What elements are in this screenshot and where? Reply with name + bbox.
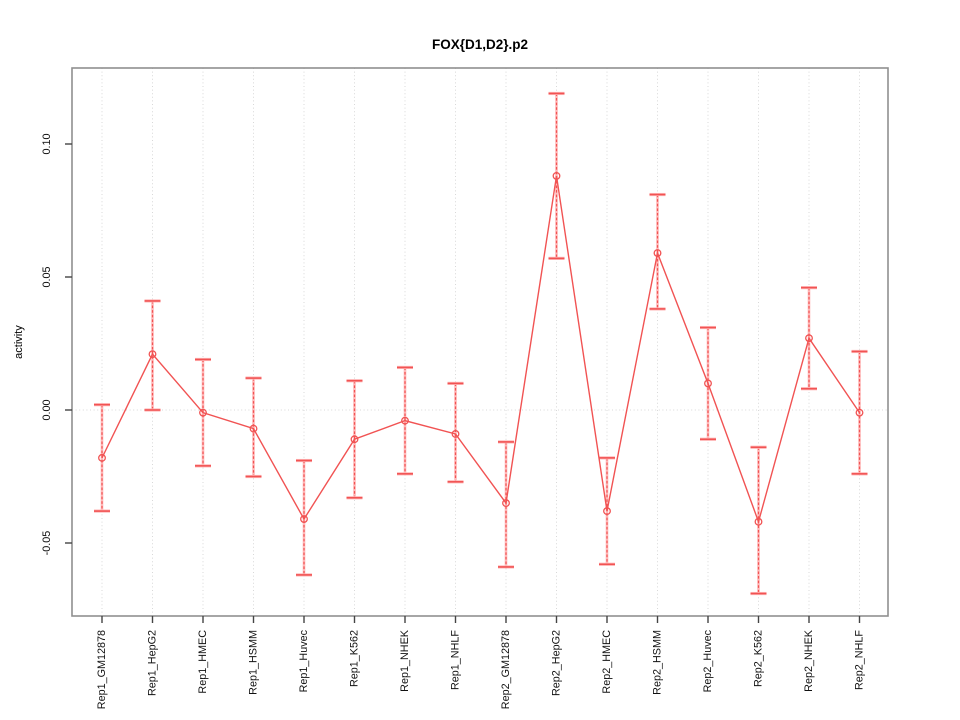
x-tick-label: Rep1_NHEK [399, 629, 411, 692]
data-point-marker [98, 453, 106, 462]
x-tick-label: Rep2_NHEK [803, 629, 815, 692]
data-point-marker [754, 517, 763, 526]
x-tick-label: Rep2_HSMM [652, 630, 664, 695]
y-tick-label: 0.00 [41, 399, 53, 420]
x-tick-label: Rep2_Huvec [702, 629, 714, 692]
x-tick-label: Rep1_NHLF [450, 630, 462, 690]
series-line [101, 175, 861, 525]
x-tick-label: Rep1_K562 [349, 630, 361, 687]
y-tick-label: 0.10 [41, 133, 53, 154]
data-point-marker [805, 334, 813, 343]
data-point-marker [148, 350, 157, 359]
plot-border [71, 67, 889, 617]
data-point-marker [199, 408, 207, 417]
x-tick-label: Rep1_GM12878 [96, 630, 108, 709]
data-point-marker [451, 429, 460, 438]
x-tick-label: Rep1_HepG2 [147, 630, 159, 696]
data-point-marker [552, 171, 561, 180]
data-point-marker [704, 379, 712, 388]
y-tick-label: -0.05 [41, 531, 53, 556]
data-point-marker [502, 499, 510, 508]
x-tick-label: Rep1_HSMM [248, 630, 260, 695]
data-point-marker [653, 249, 662, 258]
y-axis-label: activity [13, 325, 25, 359]
x-tick-label: Rep1_Huvec [298, 629, 310, 692]
x-tick-label: Rep2_GM12878 [500, 630, 512, 709]
data-point-marker [855, 408, 864, 417]
data-point-marker [249, 424, 258, 433]
x-tick-label: Rep1_HMEC [197, 630, 209, 694]
data-point-marker [350, 435, 359, 444]
data-point-marker [300, 515, 308, 524]
x-tick-label: Rep2_K562 [753, 630, 765, 687]
plot-area: 0.10 0.05 0.00 -0.05 Rep1_GM12878 Rep1_HepG2 R… [41, 67, 889, 709]
data-point-marker [401, 416, 409, 425]
data-point-marker [603, 507, 611, 516]
x-tick-label: Rep2_HepG2 [551, 630, 563, 696]
x-tick-label: Rep2_HMEC [601, 630, 613, 694]
chart-title: FOX{D1,D2}.p2 [432, 37, 528, 52]
y-tick-label: 0.05 [41, 266, 53, 287]
x-tick-label: Rep2_NHLF [854, 630, 866, 690]
